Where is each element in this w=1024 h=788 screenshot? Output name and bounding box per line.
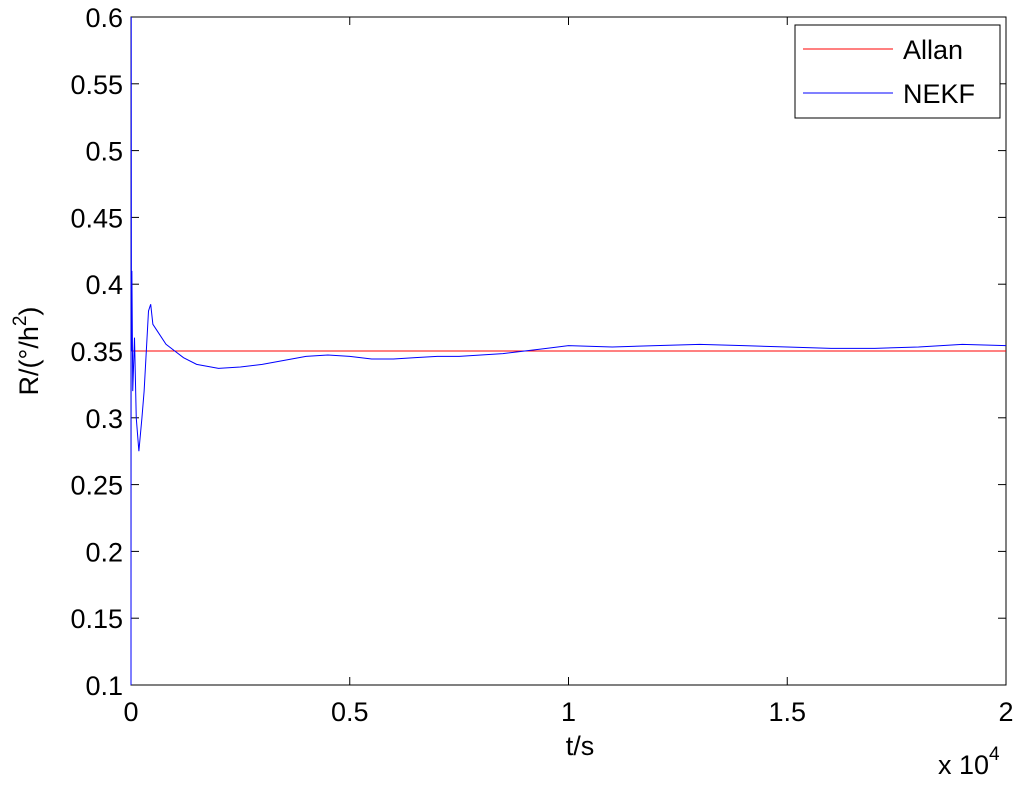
legend-box [794, 24, 1001, 119]
x-tick-label: 0 [123, 697, 138, 727]
series-line [130, 16, 1007, 686]
legend-label: Allan [903, 35, 963, 65]
x-tick-label: 2 [998, 697, 1013, 727]
y-tick-label: 0.35 [70, 337, 123, 367]
y-label-superscript: 2 [10, 316, 31, 327]
x-multiplier: x 104 [938, 744, 1000, 780]
y-tick-label: 0.25 [70, 471, 123, 501]
x-axis-label: t/s [566, 731, 595, 761]
y-label-part: ) [14, 307, 44, 316]
legend-label: NEKF [903, 79, 975, 109]
y-tick-label: 0.5 [85, 137, 123, 167]
y-axis-label: R/(°/h2) [10, 307, 44, 396]
y-tick-label: 0.15 [70, 604, 123, 634]
x-tick-label: 1.5 [768, 697, 806, 727]
y-tick-label: 0.3 [85, 404, 123, 434]
y-tick-label: 0.6 [85, 3, 123, 33]
x-multiplier-base: x 10 [938, 750, 989, 780]
y-tick-label: 0.55 [70, 70, 123, 100]
y-tick-label: 0.45 [70, 203, 123, 233]
y-tick-label: 0.1 [85, 671, 123, 701]
y-label-part: R/(°/h [14, 326, 44, 395]
x-multiplier-exponent: 4 [989, 744, 1000, 765]
y-tick-label: 0.2 [85, 537, 123, 567]
x-tick-label: 0.5 [331, 697, 369, 727]
y-tick-label: 0.4 [85, 270, 123, 300]
x-tick-label: 1 [561, 697, 576, 727]
